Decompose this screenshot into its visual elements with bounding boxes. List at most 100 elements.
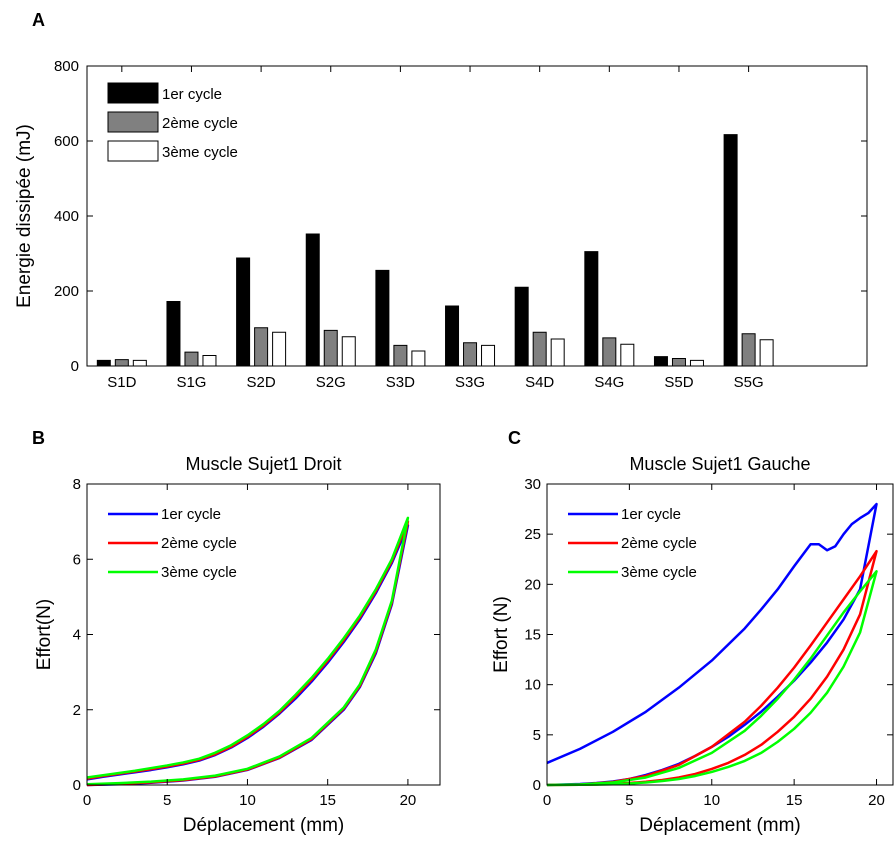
x-tick-label: 15: [786, 792, 803, 809]
bar: [272, 331, 287, 367]
legend-label: 3ème cycle: [162, 144, 238, 161]
bar: [620, 343, 635, 367]
x-tick-label: 5: [163, 792, 171, 809]
x-category-label: S4D: [525, 374, 554, 391]
legend-swatch: [107, 82, 159, 104]
x-axis-label: Déplacement (mm): [183, 815, 345, 836]
y-tick-label: 0: [73, 777, 81, 794]
chart-title: Muscle Sujet1 Droit: [185, 454, 341, 474]
x-axis-label: Déplacement (mm): [639, 815, 801, 836]
series-line: [546, 549, 878, 787]
series-line: [86, 524, 410, 787]
bar: [602, 337, 617, 367]
bar: [184, 351, 199, 367]
y-tick-label: 20: [524, 576, 541, 593]
bar: [132, 359, 147, 367]
bar: [305, 233, 320, 367]
x-tick-label: 10: [703, 792, 720, 809]
legend-label: 2ème cycle: [161, 535, 237, 552]
x-tick-label: 0: [543, 792, 551, 809]
bar: [323, 329, 338, 367]
bar: [532, 331, 547, 367]
x-tick-label: 20: [868, 792, 885, 809]
bar-chart-a: 0 200 400 600 800 S1D S1G S2D S2G S3D S3G S4D S4G S5D…: [14, 58, 867, 391]
bar: [96, 359, 111, 367]
series-line: [86, 516, 410, 786]
y-axis-label: Effort(N): [34, 599, 55, 670]
y-tick-label: 25: [524, 526, 541, 543]
panel-letter-a: A: [32, 10, 45, 30]
x-tick-label: 10: [239, 792, 256, 809]
x-category-label: S2G: [316, 374, 346, 391]
x-category-label: S3D: [386, 374, 415, 391]
y-tick-label: 800: [54, 58, 79, 75]
bar: [723, 134, 738, 367]
line-chart-b: 0 5 10 15 20 0 2 4 6 8 1er cycle 2ème cycle 3ème cyc…: [34, 454, 440, 836]
bar: [653, 356, 668, 367]
bar: [759, 339, 774, 367]
y-tick-label: 600: [54, 133, 79, 150]
bar: [254, 327, 269, 367]
bar: [689, 359, 704, 367]
legend-label: 1er cycle: [161, 506, 221, 523]
y-axis-label: Energie dissipée (mJ): [14, 124, 35, 308]
y-tick-label: 10: [524, 677, 541, 694]
bar: [463, 342, 478, 367]
legend-label: 1er cycle: [621, 506, 681, 523]
plot-frame-c: [546, 483, 894, 786]
y-tick-label: 0: [71, 358, 79, 375]
y-tick-label: 6: [73, 551, 81, 568]
legend-label: 3ème cycle: [621, 564, 697, 581]
y-tick-label: 30: [524, 476, 541, 493]
chart-title: Muscle Sujet1 Gauche: [629, 454, 810, 474]
bar: [202, 355, 217, 367]
x-category-label: S4G: [594, 374, 624, 391]
y-tick-label: 0: [533, 777, 541, 794]
legend-a: 1er cycle 2ème cycle 3ème cycle: [107, 82, 238, 162]
plot-frame-a: [86, 65, 868, 367]
x-tick-label: 0: [83, 792, 91, 809]
x-tick-label: 20: [400, 792, 417, 809]
bar: [341, 336, 356, 367]
bar: [166, 301, 181, 367]
bar: [236, 257, 251, 367]
series-line: [546, 502, 878, 787]
bar: [514, 286, 529, 367]
y-tick-label: 15: [524, 627, 541, 644]
x-category-label: S1G: [176, 374, 206, 391]
legend-swatch: [107, 111, 159, 133]
x-tick-label: 5: [625, 792, 633, 809]
y-tick-label: 400: [54, 208, 79, 225]
bar: [445, 305, 460, 367]
series-line: [546, 570, 878, 787]
legend-b: 1er cycle 2ème cycle 3ème cycle: [108, 506, 237, 581]
y-tick-label: 2: [73, 702, 81, 719]
legend-label: 2ème cycle: [162, 115, 238, 132]
legend-label: 3ème cycle: [161, 564, 237, 581]
line-chart-c: 0 5 10 15 20 0 5 10 15 20 25 30 1er cycle 2ème cycle 3…: [491, 454, 893, 836]
bar: [671, 358, 686, 367]
legend-label: 2ème cycle: [621, 535, 697, 552]
bar: [393, 344, 408, 367]
legend-c: 1er cycle 2ème cycle 3ème cycle: [568, 506, 697, 581]
bar: [550, 338, 565, 367]
legend-label: 1er cycle: [162, 86, 222, 103]
x-category-label: S2D: [247, 374, 276, 391]
y-tick-label: 5: [533, 727, 541, 744]
y-axis-label: Effort (N): [491, 596, 512, 673]
x-tick-label: 15: [319, 792, 336, 809]
panel-letter-c: C: [508, 428, 521, 448]
panel-letter-b: B: [32, 428, 45, 448]
x-category-label: S3G: [455, 374, 485, 391]
x-category-label: S5G: [734, 374, 764, 391]
bar: [411, 350, 426, 367]
y-tick-label: 8: [73, 476, 81, 493]
bar: [741, 333, 756, 367]
bar: [481, 344, 496, 367]
x-category-label: S1D: [107, 374, 136, 391]
y-tick-label: 200: [54, 283, 79, 300]
bar: [584, 251, 599, 367]
y-tick-label: 4: [73, 627, 81, 644]
bar: [114, 359, 129, 367]
